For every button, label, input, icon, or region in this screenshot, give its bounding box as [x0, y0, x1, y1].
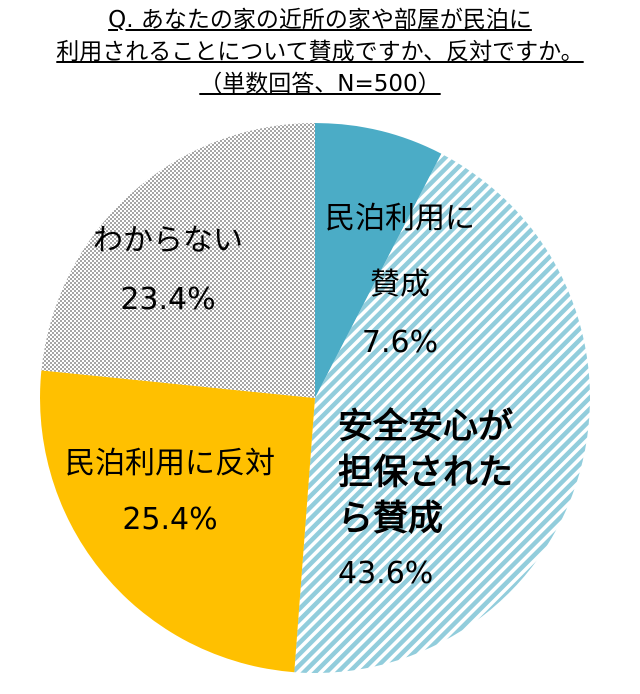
value-label: 7.6%	[361, 325, 439, 360]
title-line: 利用されることについて賛成ですか、反対ですか。	[56, 39, 584, 65]
slice-label: わからない	[93, 223, 243, 258]
pie-slice	[315, 123, 442, 398]
value-label: 25.4%	[122, 502, 218, 537]
pie-slice	[40, 370, 315, 673]
title-line: （単数回答、N=500）	[199, 71, 441, 97]
title-line: Q. あなたの家の近所の家や部屋が民泊に	[108, 7, 532, 33]
pie-slice	[41, 123, 316, 398]
slice-label: 民泊利用に反対	[65, 446, 275, 481]
value-label: 23.4%	[120, 282, 216, 317]
pie-slice	[294, 153, 590, 674]
slice-label: 民泊利用に賛成	[325, 201, 475, 302]
slice-label: 安全安心が担保されたら賛成	[338, 407, 514, 539]
chart-title: 利用されることについて賛成ですか、反対ですか。	[0, 38, 640, 66]
chart-title: （単数回答、N=500）	[0, 70, 640, 98]
value-label: 43.6%	[338, 556, 434, 591]
chart-title: Q. あなたの家の近所の家や部屋が民泊に	[0, 6, 640, 34]
